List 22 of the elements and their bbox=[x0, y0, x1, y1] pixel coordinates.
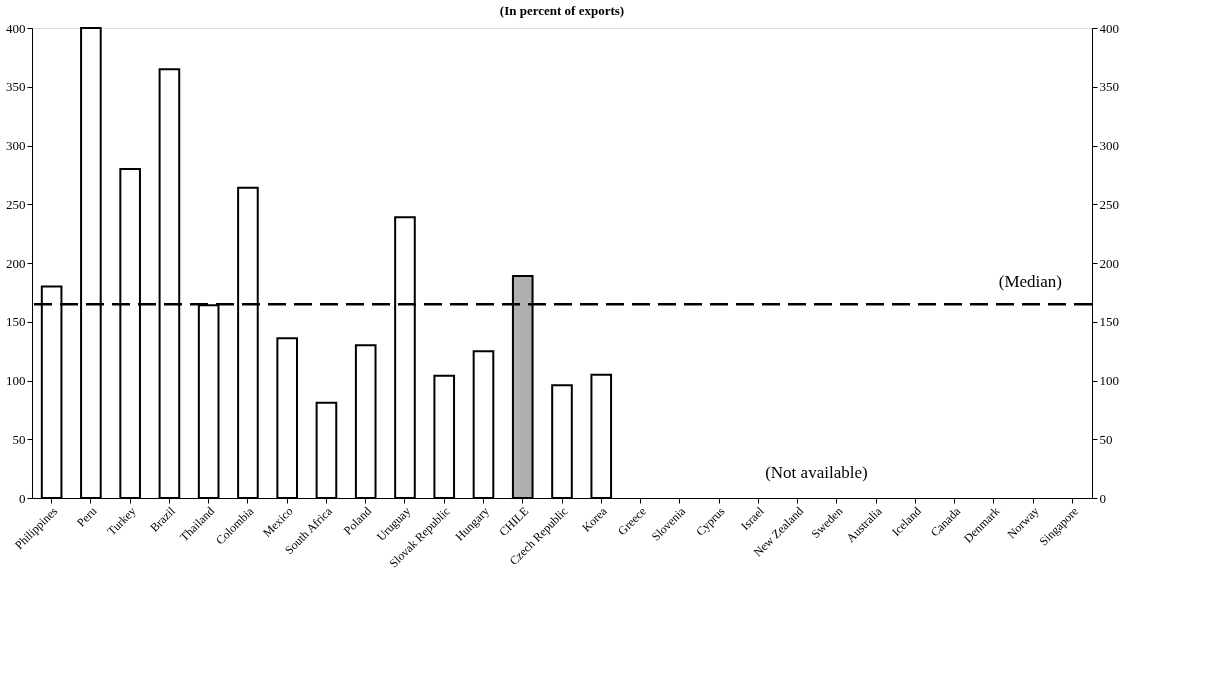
ref-line-label: (Median) bbox=[998, 272, 1062, 292]
y2-tick-label: 50 bbox=[1099, 431, 1113, 447]
y2-tick-label: 0 bbox=[1099, 490, 1106, 506]
y2-tick-label: 200 bbox=[1099, 255, 1119, 271]
y-tick-label: 0 bbox=[19, 490, 26, 506]
y-tick-label: 100 bbox=[6, 373, 26, 388]
y-tick-label: 150 bbox=[6, 314, 26, 330]
x-tick-label: Peru bbox=[73, 504, 100, 530]
y2-tick-label: 100 bbox=[1099, 373, 1119, 388]
annotation: (Not available) bbox=[765, 463, 868, 482]
y2-tick-label: 250 bbox=[1099, 196, 1119, 212]
y-tick-label: 350 bbox=[6, 79, 26, 95]
y2-tick-label: 150 bbox=[1099, 314, 1119, 330]
y2-tick-label: 350 bbox=[1099, 79, 1119, 95]
y2-tick-label: 300 bbox=[1099, 138, 1119, 153]
chart-title: (In percent of exports) bbox=[499, 3, 625, 18]
y-tick-label: 400 bbox=[6, 20, 26, 36]
y2-tick-label: 400 bbox=[1099, 20, 1119, 36]
y-tick-label: 250 bbox=[6, 196, 26, 212]
y-tick-label: 200 bbox=[6, 255, 26, 271]
y-tick-label: 50 bbox=[12, 431, 26, 447]
y-tick-label: 300 bbox=[6, 138, 26, 153]
